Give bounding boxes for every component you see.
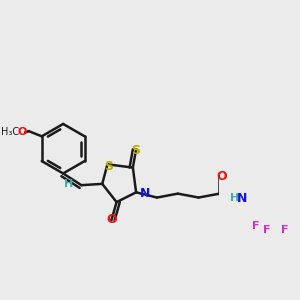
Text: H: H <box>230 193 240 203</box>
Text: F: F <box>262 225 270 235</box>
Text: N: N <box>236 192 247 205</box>
Text: O: O <box>106 213 117 226</box>
Text: O: O <box>216 170 227 183</box>
Text: N: N <box>140 187 150 200</box>
Text: F: F <box>281 225 288 235</box>
Text: H: H <box>64 179 73 189</box>
Text: O: O <box>17 127 27 137</box>
Text: S: S <box>132 144 141 157</box>
Text: H₃C: H₃C <box>2 127 20 137</box>
Text: S: S <box>104 160 113 173</box>
Text: F: F <box>252 221 260 231</box>
